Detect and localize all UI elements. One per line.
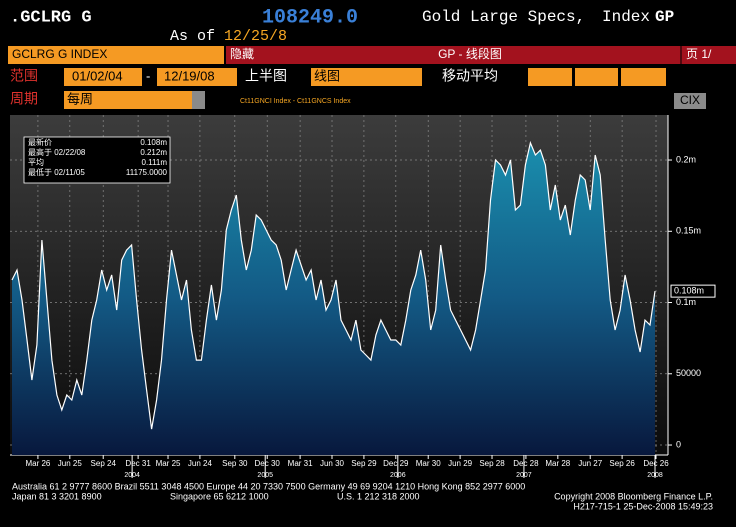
x-tick-label: Sep 29: [351, 459, 377, 468]
year-label: 2007: [516, 472, 532, 479]
page-indicator: 页 1/: [686, 47, 712, 61]
ticker: .GCLRG G: [10, 8, 92, 27]
y-tick-label: 0.1m: [676, 297, 696, 307]
upper-chart-label: 上半图: [245, 68, 287, 84]
stats-value: 0.108m: [140, 138, 167, 147]
x-tick-label: Jun 29: [448, 459, 473, 468]
as-of-label: As of: [170, 28, 215, 45]
moving-average-label: 移动平均: [442, 68, 498, 84]
year-label: 2006: [390, 472, 406, 479]
cix-label: CIX: [680, 93, 700, 107]
x-tick-label: Sep 26: [609, 459, 635, 468]
year-label: 2008: [647, 472, 663, 479]
x-tick-label: Sep 30: [222, 459, 248, 468]
cix-button[interactable]: [674, 93, 706, 109]
ma-field-2[interactable]: [575, 68, 618, 86]
ma-field-3[interactable]: [621, 68, 666, 86]
security: GCLRG G INDEX: [12, 47, 107, 61]
x-tick-label: Dec 31: [125, 459, 151, 468]
stats-label: 最低于 02/11/05: [28, 167, 85, 177]
x-tick-label: Jun 30: [320, 459, 345, 468]
x-tick-label: Dec 28: [513, 459, 539, 468]
price: 108249.0: [262, 6, 358, 29]
x-tick-label: Mar 28: [545, 459, 570, 468]
start-date-field[interactable]: [64, 68, 142, 86]
period-field[interactable]: [64, 91, 192, 109]
function-code: GP: [655, 8, 674, 26]
as-of-date: 12/25/8: [224, 28, 287, 45]
end-date: 12/19/08: [164, 68, 215, 83]
x-tick-label: Mar 25: [156, 459, 181, 468]
screen-title: GP - 线段图: [438, 46, 502, 61]
y-tick-label: 0: [676, 439, 681, 449]
y-tick-label: 0.2m: [676, 154, 696, 164]
start-date: 01/02/04: [72, 68, 123, 83]
end-date-field[interactable]: [157, 68, 237, 86]
chart-style-field[interactable]: [311, 68, 422, 86]
hide-button[interactable]: 隐藏: [230, 47, 254, 61]
footer-copyright: Copyright 2008 Bloomberg Finance L.P.: [554, 491, 713, 501]
period-dropdown[interactable]: [192, 91, 205, 109]
last-value-label: 0.108m: [674, 286, 704, 296]
ma-field-1[interactable]: [528, 68, 572, 86]
footer-singapore: Singapore 65 6212 1000: [170, 491, 269, 501]
year-label: 2005: [257, 472, 273, 479]
range-label: 范围: [10, 68, 38, 84]
y-tick-label: 0.15m: [676, 226, 701, 236]
period-label: 周期: [10, 91, 38, 107]
last-value-box: [670, 284, 716, 298]
asset-class: Index: [602, 8, 650, 26]
range-separator: -: [146, 68, 150, 83]
footer-japan: Japan 81 3 3201 8900: [12, 491, 102, 501]
x-tick-label: Jun 27: [578, 459, 603, 468]
stats-label: 最高于 02/22/08: [28, 147, 86, 157]
description: Gold Large Specs,: [422, 8, 585, 26]
security-box[interactable]: [8, 46, 224, 64]
x-tick-label: Mar 30: [416, 459, 441, 468]
stats-value: 0.212m: [140, 148, 167, 157]
legend-text: Ct11GNCI Index - Ct11GNCS Index: [240, 98, 351, 105]
stats-label: 最新价: [28, 137, 52, 147]
x-tick-label: Dec 29: [383, 459, 409, 468]
stats-value: 0.111m: [142, 158, 168, 167]
x-tick-label: Dec 26: [643, 459, 669, 468]
x-tick-label: Mar 31: [288, 459, 313, 468]
x-tick-label: Sep 28: [479, 459, 505, 468]
price-line: [11, 140, 656, 430]
area-fill: [12, 142, 655, 455]
x-tick-label: Mar 26: [25, 459, 50, 468]
footer-stamp: H217-715-1 25-Dec-2008 15:49:23: [573, 501, 713, 511]
stats-label: 平均: [28, 157, 44, 167]
x-tick-label: Dec 30: [255, 459, 281, 468]
x-tick-label: Jun 25: [58, 459, 83, 468]
stats-box: [23, 136, 171, 184]
x-tick-label: Jun 24: [188, 459, 213, 468]
x-tick-label: Sep 24: [91, 459, 117, 468]
footer-us: U.S. 1 212 318 2000: [337, 491, 420, 501]
y-tick-label: 50000: [676, 368, 701, 378]
footer-contacts: Australia 61 2 9777 8600 Brazil 5511 304…: [12, 481, 525, 491]
chart-style: 线图: [314, 68, 340, 83]
period: 每周: [67, 91, 93, 106]
title-bar: [226, 46, 736, 64]
stats-value: 11175.0000: [126, 168, 168, 177]
year-label: 2004: [124, 472, 140, 479]
